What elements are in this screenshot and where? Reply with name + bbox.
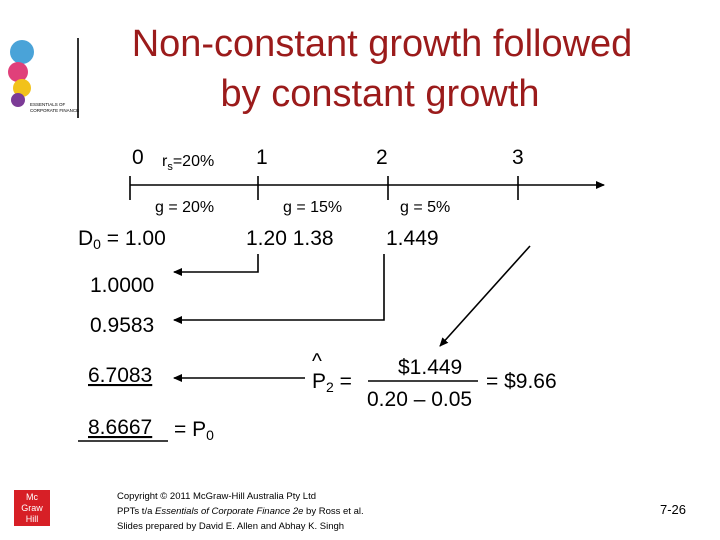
logo-text: Hill bbox=[26, 514, 39, 524]
footer-text: by Ross et al. bbox=[303, 506, 363, 517]
logo-text: Graw bbox=[21, 503, 43, 513]
period: 0 bbox=[132, 146, 144, 169]
rate-symbol: r bbox=[162, 153, 168, 170]
formula-lhs: P2 = bbox=[312, 370, 352, 395]
arrow bbox=[173, 254, 259, 276]
logo-text: ESSENTIALS OF bbox=[30, 102, 66, 107]
growth: g = 20% bbox=[155, 199, 214, 216]
footer-text: PPTs t/a bbox=[117, 506, 155, 517]
growth: g = 15% bbox=[283, 199, 342, 216]
d0: D0 = 1.00 bbox=[78, 227, 166, 252]
rate-text: =20% bbox=[173, 153, 214, 170]
pv: 8.6667 bbox=[88, 416, 152, 439]
pv: 0.9583 bbox=[90, 314, 154, 337]
footer-line: Slides prepared by David E. Allen and Ab… bbox=[117, 521, 344, 532]
hat: ^ bbox=[312, 350, 322, 373]
p0: = P0 bbox=[174, 418, 214, 443]
equals: = bbox=[334, 370, 352, 393]
footer-line: PPTs t/a Essentials of Corporate Finance… bbox=[117, 506, 364, 517]
period: 1 bbox=[256, 146, 268, 169]
logo-text: CORPORATE FINANCE bbox=[30, 108, 79, 113]
p0-text: = P bbox=[174, 418, 206, 441]
p2-sub: 2 bbox=[326, 379, 334, 395]
logo-text: Mc bbox=[26, 492, 38, 502]
p2-symbol: P bbox=[312, 370, 326, 393]
arrow bbox=[439, 245, 531, 347]
footer-book: Essentials of Corporate Finance 2e bbox=[155, 506, 303, 517]
footer-line: Copyright © 2011 McGraw-Hill Australia P… bbox=[117, 491, 316, 502]
arrow bbox=[173, 254, 385, 324]
growth: g = 5% bbox=[400, 199, 450, 216]
d0-text: = 1.00 bbox=[101, 227, 166, 250]
pv: 6.7083 bbox=[88, 364, 152, 387]
dividend: 1.20 1.38 bbox=[246, 227, 334, 250]
denominator: 0.20 – 0.05 bbox=[367, 388, 472, 411]
page-number: 7-26 bbox=[660, 502, 686, 517]
dividend: 1.449 bbox=[386, 227, 439, 250]
title-line: Non-constant growth followed bbox=[132, 23, 633, 65]
period: 3 bbox=[512, 146, 524, 169]
p0-sub: 0 bbox=[206, 427, 214, 443]
logo-bottom bbox=[14, 490, 50, 526]
result: = $9.66 bbox=[486, 370, 557, 393]
logo-top: ESSENTIALS OF CORPORATE FINANCE bbox=[8, 40, 79, 113]
rate: rs=20% bbox=[162, 153, 214, 173]
period: 2 bbox=[376, 146, 388, 169]
numerator: $1.449 bbox=[398, 356, 462, 379]
rate-sub: s bbox=[167, 161, 173, 173]
title-line: by constant growth bbox=[221, 73, 540, 115]
pv: 1.0000 bbox=[90, 274, 154, 297]
d0-symbol: D bbox=[78, 227, 93, 250]
d0-sub: 0 bbox=[93, 236, 101, 252]
